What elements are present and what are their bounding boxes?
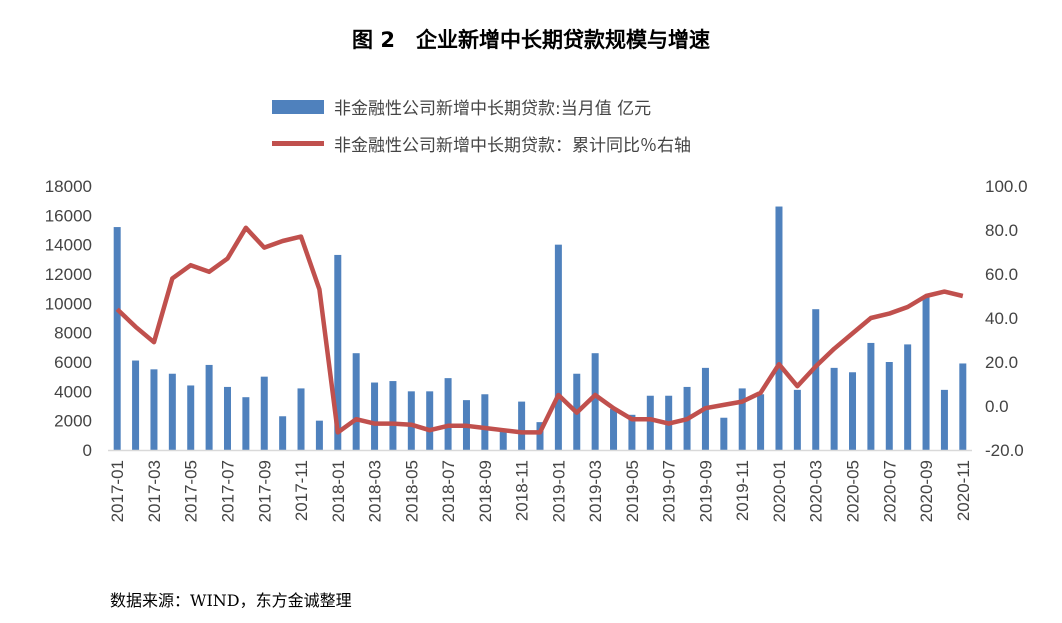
bar [885,362,893,450]
bar [426,391,434,450]
y-left-tick-label: 16000 [45,206,92,225]
y-left-tick-label: 18000 [45,177,92,196]
x-tick-label: 2017-07 [218,460,237,522]
x-tick-label: 2018-11 [513,460,532,521]
y-right-tick-label: 100.0 [985,177,1028,196]
x-tick-label: 2020-11 [954,460,973,521]
x-tick-label: 2019-03 [586,460,605,522]
source-note: 数据来源：WIND，东方金诚整理 [110,591,352,610]
x-tick-label: 2017-11 [292,460,311,521]
bar [959,363,967,450]
bar [315,420,323,450]
y-left-tick-label: 10000 [45,294,92,313]
y-left-tick-label: 8000 [54,324,92,343]
x-tick-label: 2018-05 [402,460,421,522]
x-tick-label: 2020-01 [770,460,789,522]
bar [205,364,213,450]
bar [793,389,801,450]
bar [904,344,912,450]
legend-bar-label: 非金融性公司新增中长期贷款:当月值 亿元 [334,99,652,119]
x-tick-label: 2018-07 [439,460,458,522]
y-right-tick-label: 20.0 [985,353,1018,372]
y-right-tick-label: 60.0 [985,265,1018,284]
bar [610,408,618,450]
x-tick-label: 2017-01 [108,460,127,522]
x-tick-label: 2019-09 [696,460,715,522]
chart-title: 图 2 企业新增中长期贷款规模与增速 [352,28,710,52]
bar [260,376,268,450]
bar [646,395,654,450]
bar [628,414,636,450]
y-left-tick-label: 4000 [54,382,92,401]
y-right-tick-label: -20.0 [985,441,1024,460]
bar [775,206,783,450]
y-left-tick-label: 12000 [45,265,92,284]
legend-line-label: 非金融性公司新增中长期贷款：累计同比％右轴 [334,136,691,156]
bar [187,385,195,450]
x-tick-label: 2020-03 [807,460,826,522]
x-tick-label: 2018-03 [366,460,385,522]
bar [720,417,728,450]
bar [297,388,305,450]
bar [481,394,489,450]
bar [940,389,948,450]
bar [223,386,231,450]
x-tick-label: 2019-11 [733,460,752,521]
y-left-tick-label: 2000 [54,412,92,431]
bar [738,388,746,450]
bar [757,394,765,450]
x-tick-label: 2020-07 [880,460,899,522]
bar [830,367,838,450]
bar [499,429,507,450]
bar [536,422,544,450]
x-tick-label: 2017-05 [182,460,201,522]
legend-bar-series: 非金融性公司新增中长期贷款:当月值 亿元 [272,94,651,119]
bar [371,382,379,450]
bar [150,369,158,450]
legend-line-series: 非金融性公司新增中长期贷款：累计同比％右轴 [272,131,691,156]
legend-bar-swatch [272,99,324,114]
bar [849,372,857,450]
bar [591,353,599,450]
x-tick-label: 2020-05 [844,460,863,522]
y-right-tick-label: 0.0 [985,397,1009,416]
x-tick-label: 2017-09 [255,460,274,522]
bar [444,378,452,450]
bar [334,254,342,450]
bar [389,381,397,450]
y-left-tick-label: 0 [83,441,92,460]
x-tick-label: 2018-01 [329,460,348,522]
bar [113,227,121,450]
bar [168,373,176,450]
bar [352,353,360,450]
bar [922,296,930,450]
y-right-tick-label: 80.0 [985,221,1018,240]
x-tick-label: 2018-09 [476,460,495,522]
x-tick-label: 2020-09 [917,460,936,522]
bar [279,416,287,450]
y-left-tick-label: 6000 [54,353,92,372]
bar [132,360,140,450]
bar [554,244,562,450]
x-tick-label: 2019-05 [623,460,642,522]
y-right-tick-label: 40.0 [985,309,1018,328]
bar [242,397,250,450]
legend-line-swatch [272,141,324,146]
bar [518,401,526,450]
x-tick-label: 2019-01 [549,460,568,522]
y-left-tick-label: 14000 [45,236,92,255]
bar [812,309,820,450]
x-tick-label: 2017-03 [145,460,164,522]
x-tick-label: 2019-07 [660,460,679,522]
bar [407,391,415,450]
bar [867,342,875,450]
line-series [115,225,964,435]
